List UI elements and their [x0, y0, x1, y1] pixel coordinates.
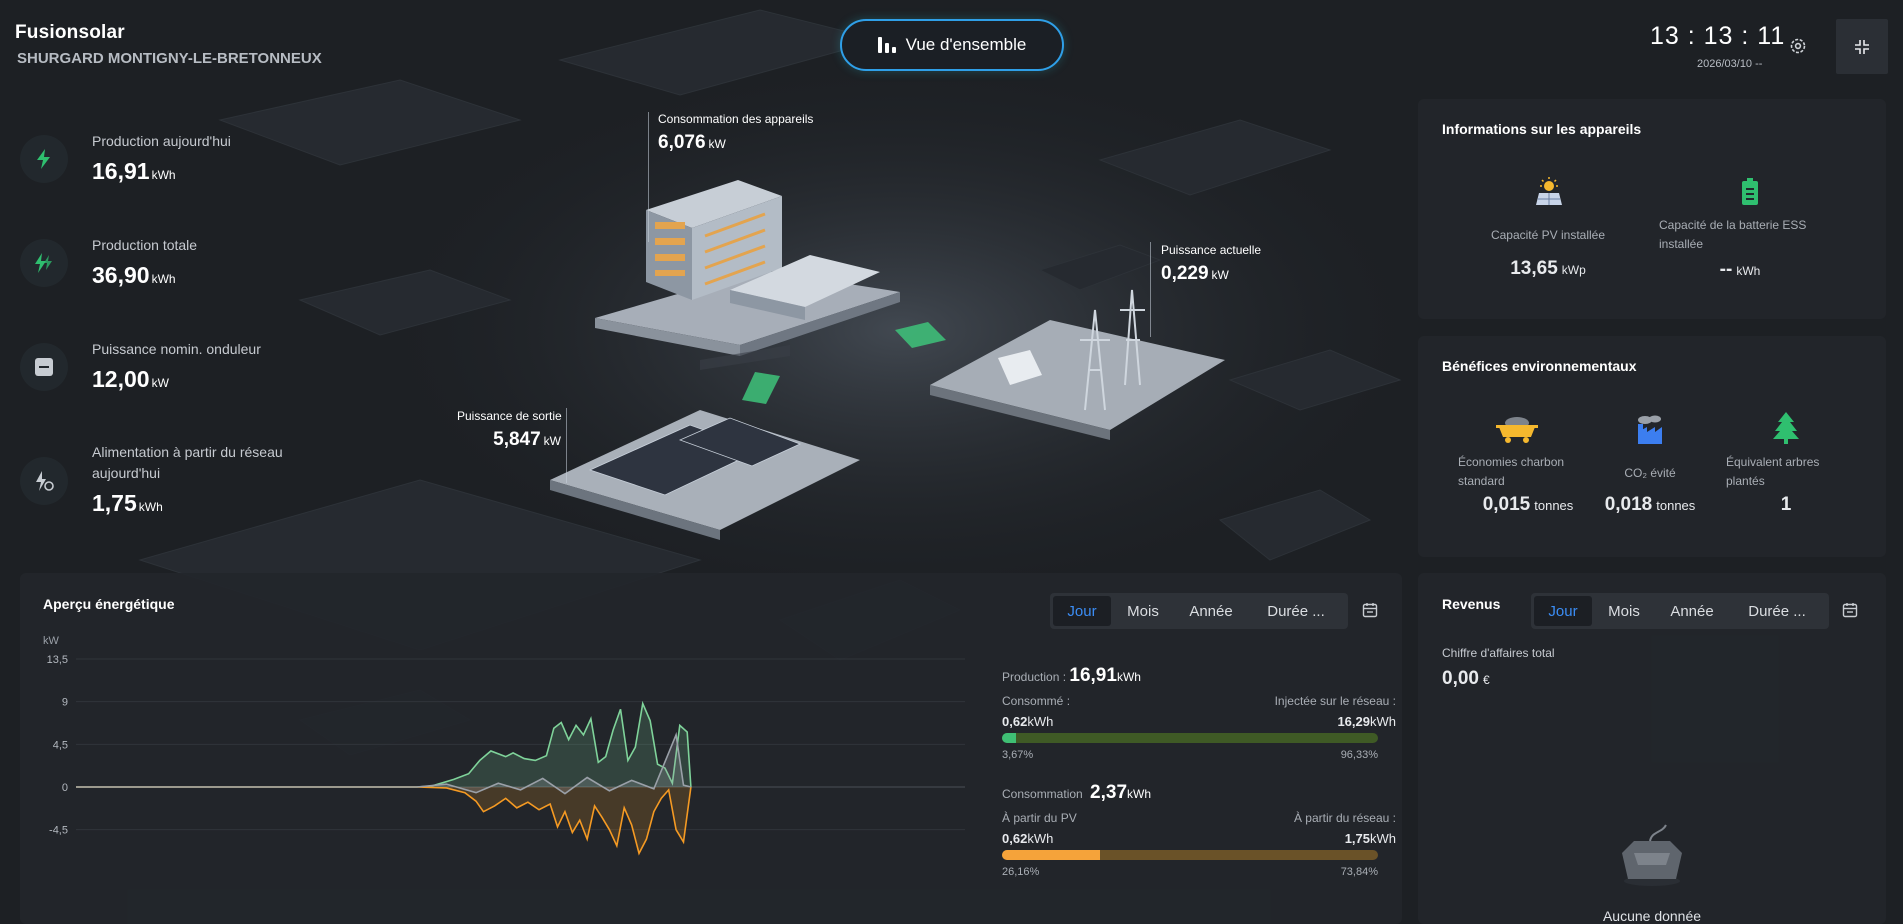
consumed-label: Consommé :	[1002, 694, 1071, 708]
environment-panel: Bénéfices environnementaux Économies cha…	[1418, 336, 1886, 557]
stat-value-grid-supply: 1,75 kWh	[92, 490, 163, 516]
revenue-calendar-icon[interactable]	[1842, 602, 1858, 623]
date: 2026/03/10 --	[1697, 58, 1763, 70]
from-pv-value: 0,62kWh	[1002, 831, 1054, 846]
chart-y-tick: 0	[62, 782, 68, 794]
coal-cart-icon	[1496, 414, 1538, 449]
stat-value-production-total: 36,90 kWh	[92, 262, 176, 288]
stat-value-inverter-power: 12,00 kW	[92, 366, 169, 392]
chart-ylabel: kW	[43, 635, 60, 647]
devices-title: Informations sur les appareils	[1442, 121, 1642, 137]
gear-icon[interactable]	[1788, 36, 1808, 56]
pv-capacity-value: 13,65 kWp	[1510, 258, 1586, 279]
current-power-label: Puissance actuelle	[1161, 243, 1262, 257]
consumption-label: Consommation des appareils	[658, 112, 814, 126]
consumption-series-area	[76, 787, 691, 854]
from-grid-label: À partir du réseau :	[1293, 811, 1396, 825]
empty-box-icon	[1612, 821, 1692, 896]
bolt-icon	[20, 135, 68, 183]
injected-value: 16,29kWh	[1337, 714, 1396, 729]
injected-pct: 96,33%	[1340, 749, 1378, 761]
production-split-bar	[1002, 733, 1378, 743]
consumption-series-line	[76, 786, 692, 856]
battery-icon	[1741, 178, 1759, 211]
chart-y-tick: 13,5	[47, 654, 68, 666]
chart-y-tick: -4,5	[49, 825, 68, 837]
sun-panel-icon	[1534, 177, 1564, 212]
energy-panel: Aperçu énergétique Jour Mois Année Durée…	[20, 573, 1402, 924]
stat-label-grid-supply: Alimentation à partir du réseau aujourd'h…	[92, 444, 283, 481]
stat-label-production-total: Production totale	[92, 237, 198, 253]
current-power-value: 0,229 kW	[1161, 263, 1229, 284]
energy-chart: kW 13,5 9 4,5 0 -4,5	[43, 635, 965, 856]
fusionsolar-logo: Fusionsolar	[15, 22, 125, 43]
coal-value: 0,015 tonnes	[1482, 494, 1574, 515]
stat-label-production-today: Production aujourd'hui	[92, 133, 231, 149]
production-summary: Production : 16,91kWh	[1002, 665, 1141, 686]
energy-tab-year[interactable]: Année	[1189, 602, 1233, 620]
energy-tab-day[interactable]: Jour	[1053, 596, 1111, 626]
injected-label: Injectée sur le réseau :	[1274, 694, 1396, 708]
revenue-panel: Revenus Jour Mois Année Durée ... Chiffr…	[1418, 573, 1886, 924]
double-bolt-icon	[20, 239, 68, 287]
energy-period-tabs: Jour Mois Année Durée ...	[1050, 593, 1348, 629]
energy-title: Aperçu énergétique	[43, 596, 175, 612]
grid-supply-icon	[20, 457, 68, 505]
output-power-label: Puissance de sortie	[457, 409, 562, 423]
from-grid-value: 1,75kWh	[1344, 831, 1396, 846]
consumed-value: 0,62kWh	[1002, 714, 1054, 729]
clock: 13 : 13 : 11	[1650, 22, 1786, 50]
collapse-icon	[1855, 39, 1869, 54]
stat-value-production-today: 16,91 kWh	[92, 158, 176, 184]
no-data-label: Aucune donnée	[1602, 908, 1702, 924]
devices-panel: Informations sur les appareils Capacité …	[1418, 99, 1886, 319]
ess-capacity-value: -- kWh	[1719, 259, 1761, 280]
consumed-pct: 3,67%	[1002, 749, 1034, 761]
co2-value: 0,018 tonnes	[1604, 494, 1696, 515]
revenue-tab-duration[interactable]: Durée ...	[1748, 602, 1806, 620]
pv-capacity-label: Capacité PV installée	[1490, 228, 1606, 242]
energy-tab-duration[interactable]: Durée ...	[1267, 602, 1325, 620]
factory-icon	[1635, 415, 1665, 450]
from-pv-pct: 26,16%	[1002, 866, 1040, 878]
consumption-summary: Consommation 2,37kWh	[1002, 782, 1152, 803]
revenue-title: Revenus	[1442, 596, 1501, 612]
from-pv-label: À partir du PV	[1002, 811, 1077, 825]
consumption-split-bar	[1002, 850, 1378, 860]
from-grid-pct: 73,84%	[1340, 866, 1378, 878]
trees-label: Équivalent arbres plantés	[1726, 455, 1820, 488]
bar-chart-icon	[877, 37, 896, 53]
revenue-tab-month[interactable]: Mois	[1608, 602, 1640, 620]
co2-label: CO₂ évité	[1624, 466, 1676, 480]
production-series-area	[76, 703, 691, 787]
energy-tab-month[interactable]: Mois	[1127, 602, 1159, 620]
grid-series-line	[76, 731, 692, 795]
chart-y-tick: 9	[62, 697, 68, 709]
production-series-line	[76, 700, 692, 788]
overview-button[interactable]: Vue d'ensemble	[840, 19, 1064, 71]
total-revenue-value: 0,00 €	[1442, 668, 1490, 689]
environment-title: Bénéfices environnementaux	[1442, 358, 1637, 374]
revenue-tab-year[interactable]: Année	[1670, 602, 1714, 620]
trees-value: 1	[1780, 494, 1792, 515]
total-revenue-label: Chiffre d'affaires total	[1442, 646, 1555, 660]
inverter-icon	[20, 343, 68, 391]
energy-calendar-icon[interactable]	[1362, 602, 1378, 623]
plant-name: SHURGARD MONTIGNY-LE-BRETONNEUX	[17, 50, 322, 67]
consumption-value: 6,076 kW	[658, 132, 726, 153]
chart-y-tick: 4,5	[53, 739, 68, 751]
output-power-value: 5,847 kW	[493, 429, 561, 450]
tree-icon	[1773, 412, 1799, 449]
revenue-tab-day[interactable]: Jour	[1534, 596, 1592, 626]
stat-label-inverter-power: Puissance nomin. onduleur	[92, 341, 261, 357]
collapse-button[interactable]	[1836, 19, 1888, 74]
revenue-period-tabs: Jour Mois Année Durée ...	[1531, 593, 1829, 629]
overview-label: Vue d'ensemble	[905, 35, 1027, 54]
coal-label: Économies charbon standard	[1458, 455, 1565, 488]
ess-capacity-label: Capacité de la batterie ESS installée	[1659, 218, 1807, 251]
